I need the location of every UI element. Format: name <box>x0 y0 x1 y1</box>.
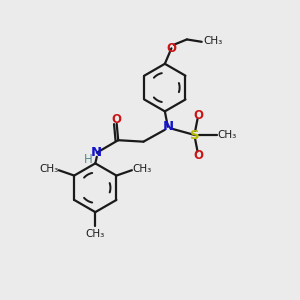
Text: H: H <box>83 153 92 166</box>
Text: O: O <box>167 42 176 55</box>
Text: CH₃: CH₃ <box>39 164 58 174</box>
Text: CH₃: CH₃ <box>86 229 105 239</box>
Text: CH₃: CH₃ <box>218 130 237 140</box>
Text: O: O <box>193 148 203 162</box>
Text: O: O <box>193 109 203 122</box>
Text: CH₃: CH₃ <box>132 164 152 174</box>
Text: S: S <box>190 129 200 142</box>
Text: N: N <box>91 146 102 159</box>
Text: CH₃: CH₃ <box>203 36 223 46</box>
Text: N: N <box>162 120 173 133</box>
Text: O: O <box>112 113 122 126</box>
